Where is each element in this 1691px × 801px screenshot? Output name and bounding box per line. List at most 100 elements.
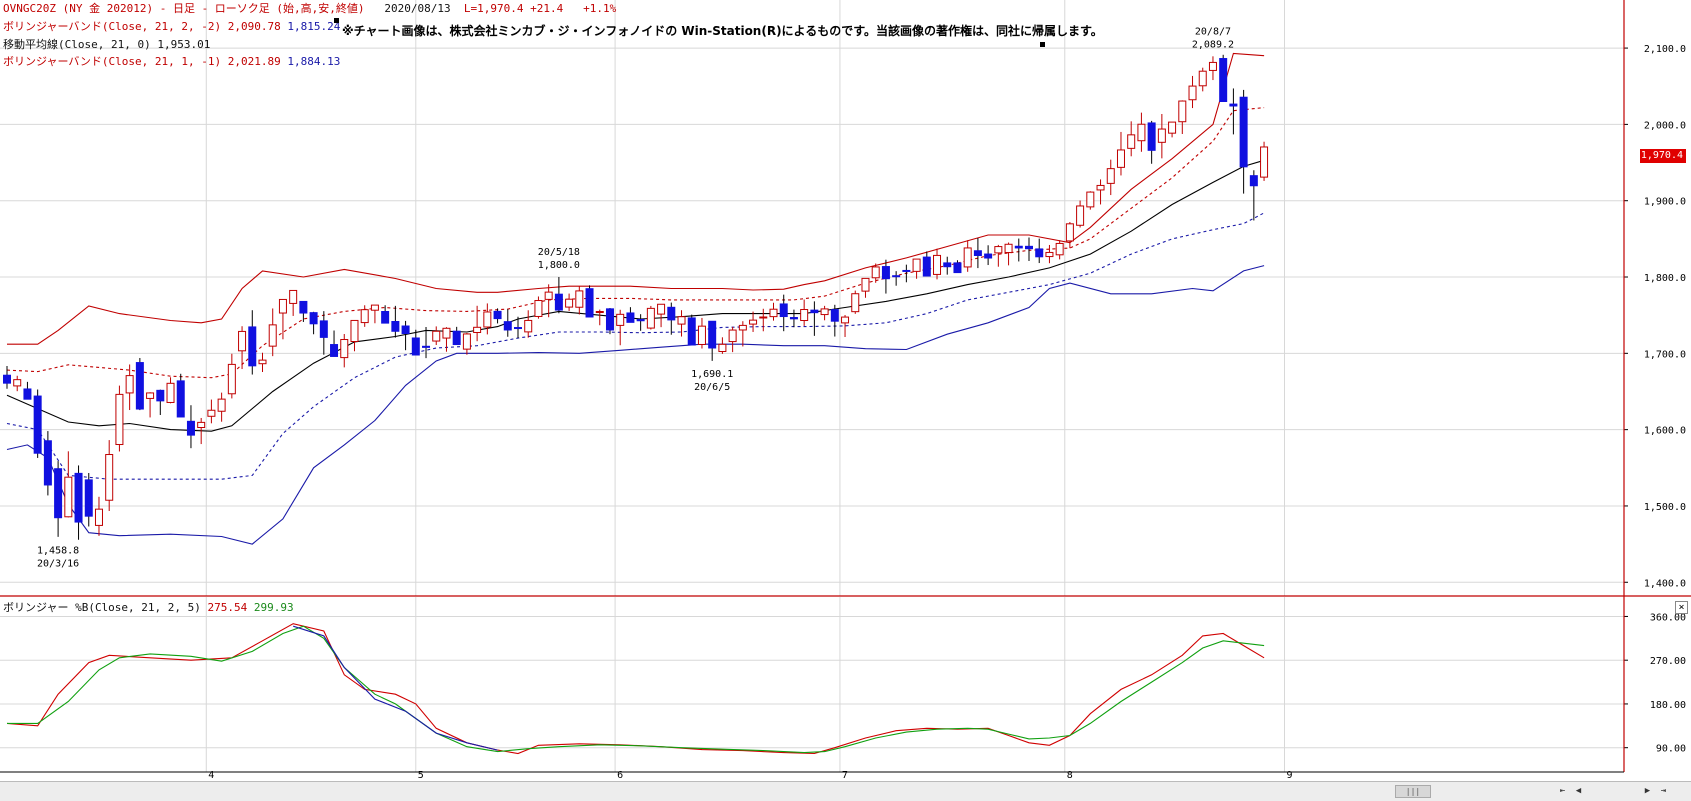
candle-body-down bbox=[554, 293, 563, 311]
last-change-pct: +1.1% bbox=[583, 2, 617, 15]
x-tick-label: 9 bbox=[1287, 770, 1293, 781]
header-line-bb1: ボリンジャーバンド(Close, 21, 1, -1) 2,021.89 1,8… bbox=[3, 54, 340, 69]
candle-body-up bbox=[94, 508, 103, 526]
ma-value: 1,953.01 bbox=[157, 38, 211, 51]
sub-header: ボリンジャー %B(Close, 21, 2, 5) 275.54 299.93 bbox=[3, 600, 294, 615]
candle-body-up bbox=[105, 454, 114, 501]
main-y-tick-label: 1,600.0 bbox=[1644, 426, 1686, 437]
candle-body-down bbox=[401, 325, 410, 334]
marker-square-left bbox=[334, 18, 339, 23]
candle-body-up bbox=[1127, 134, 1136, 149]
candle-body-down bbox=[687, 317, 696, 346]
scroll-last-icon[interactable]: ⇥ bbox=[1660, 786, 1667, 796]
candle-body-up bbox=[1086, 191, 1095, 208]
x-tick-label: 4 bbox=[208, 770, 214, 781]
scroll-right-icon[interactable]: ▶ bbox=[1644, 786, 1651, 796]
candle-body-up bbox=[646, 307, 655, 329]
candle-body-up bbox=[238, 330, 247, 352]
candle-body-up bbox=[350, 319, 359, 342]
bb2-label: ボリンジャーバンド(Close, 21, 2, -2) bbox=[3, 20, 222, 33]
main-y-tick-label: 1,900.0 bbox=[1644, 197, 1686, 208]
candle-body-down bbox=[74, 472, 83, 523]
candle-body-down bbox=[135, 362, 144, 410]
bb2-upper-value: 2,090.78 bbox=[227, 20, 281, 33]
candle-body-up bbox=[217, 398, 226, 412]
candle-body-up bbox=[861, 277, 870, 292]
pctb-line-red bbox=[6, 623, 1265, 755]
percent-b-series bbox=[6, 623, 1265, 755]
candle-body-up bbox=[595, 311, 604, 314]
candle-body-up bbox=[994, 246, 1003, 254]
candle-body-up bbox=[524, 319, 533, 333]
ma-label: 移動平均線(Close, 21, 0) bbox=[3, 38, 151, 51]
candle-body-down bbox=[810, 309, 819, 314]
pctb-line-blue bbox=[293, 625, 498, 751]
candle-body-up bbox=[912, 258, 921, 272]
candle-body-down bbox=[381, 311, 390, 324]
main-y-tick-label: 1,500.0 bbox=[1644, 502, 1686, 513]
candle-body-up bbox=[289, 289, 298, 304]
candle-body-up bbox=[565, 298, 574, 308]
candle-body-down bbox=[156, 389, 165, 402]
candle-body-down bbox=[309, 312, 318, 325]
candle-body-down bbox=[411, 337, 420, 356]
candle-body-up bbox=[1178, 100, 1187, 123]
candle-body-up bbox=[1106, 168, 1115, 184]
candle-body-up bbox=[1076, 205, 1085, 226]
candle-body-down bbox=[176, 380, 185, 418]
candle-body-up bbox=[933, 254, 942, 275]
scroll-first-icon[interactable]: ⇤ bbox=[1559, 786, 1566, 796]
horizontal-scrollbar[interactable]: ||| bbox=[0, 781, 1691, 801]
sub-chart-close-icon[interactable]: × bbox=[1675, 601, 1688, 614]
scroll-left-icon[interactable]: ◀ bbox=[1575, 786, 1582, 796]
candle-body-up bbox=[749, 319, 758, 325]
candle-body-up bbox=[13, 379, 22, 387]
candle-body-up bbox=[1260, 146, 1269, 178]
candle-body-down bbox=[1035, 248, 1044, 258]
pctb-green-value: 299.93 bbox=[253, 601, 294, 614]
main-y-tick-label: 2,100.0 bbox=[1644, 44, 1686, 55]
header-line-symbol: OVNGC20Z (NY 金 202012) - 日足 - ローソク足 (始,高… bbox=[3, 1, 616, 16]
candle-body-up bbox=[166, 382, 175, 403]
candle-body-down bbox=[708, 320, 717, 349]
candle-body-down bbox=[43, 440, 52, 486]
candle-body-down bbox=[503, 321, 512, 331]
candle-body-down bbox=[585, 288, 594, 318]
pctb-line-green bbox=[7, 625, 1265, 754]
candle-body-up bbox=[1198, 70, 1207, 87]
bb2-lower-line bbox=[6, 265, 1265, 545]
candle-body-up bbox=[473, 326, 482, 333]
candle-body-down bbox=[830, 309, 839, 322]
candle-body-down bbox=[1025, 245, 1033, 250]
copyright-notice: ※チャート画像は、株式会社ミンカブ・ジ・インフォノイドの Win-Station… bbox=[342, 24, 1103, 38]
candle-body-up bbox=[851, 293, 860, 313]
candle-body-up bbox=[1188, 85, 1197, 101]
candle-body-up bbox=[800, 309, 809, 322]
annotation-date: 20/6/5 bbox=[694, 382, 730, 393]
annotation-price: 1,800.0 bbox=[538, 260, 580, 271]
pctb-red-value: 275.54 bbox=[207, 601, 248, 614]
candle-body-down bbox=[514, 327, 522, 330]
candle-body-down bbox=[330, 344, 339, 357]
pctb-label: ボリンジャー %B(Close, 21, 2, 5) bbox=[3, 601, 201, 614]
main-y-tick-label: 1,400.0 bbox=[1644, 578, 1686, 589]
candle-body-up bbox=[1116, 149, 1125, 168]
bb1-label: ボリンジャーバンド(Close, 21, 1, -1) bbox=[3, 55, 222, 68]
candle-body-down bbox=[299, 300, 308, 314]
candle-body-up bbox=[697, 325, 706, 345]
candle-body-down bbox=[54, 468, 63, 519]
candle-body-up bbox=[1004, 243, 1013, 254]
axis-labels: 1,400.0 1,500.0 1,600.0 1,700.0 1,800.0 1,900… bbox=[208, 44, 1686, 781]
candle-body-up bbox=[963, 247, 972, 268]
annotation-date: 20/8/7 bbox=[1195, 26, 1231, 37]
main-y-tick-label: 1,800.0 bbox=[1644, 273, 1686, 284]
candle-body-up bbox=[197, 421, 206, 429]
candle-body-down bbox=[3, 374, 11, 384]
scrollbar-thumb[interactable]: ||| bbox=[1395, 785, 1431, 798]
header-line-ma: 移動平均線(Close, 21, 0) 1,953.01 bbox=[3, 37, 210, 52]
candle-body-up bbox=[483, 311, 492, 328]
chart-date: 2020/08/13 bbox=[384, 2, 451, 15]
candle-body-up bbox=[1208, 61, 1217, 71]
candle-body-up bbox=[616, 313, 625, 326]
symbol-title: OVNGC20Z (NY 金 202012) - 日足 - ローソク足 (始,高… bbox=[3, 2, 365, 15]
